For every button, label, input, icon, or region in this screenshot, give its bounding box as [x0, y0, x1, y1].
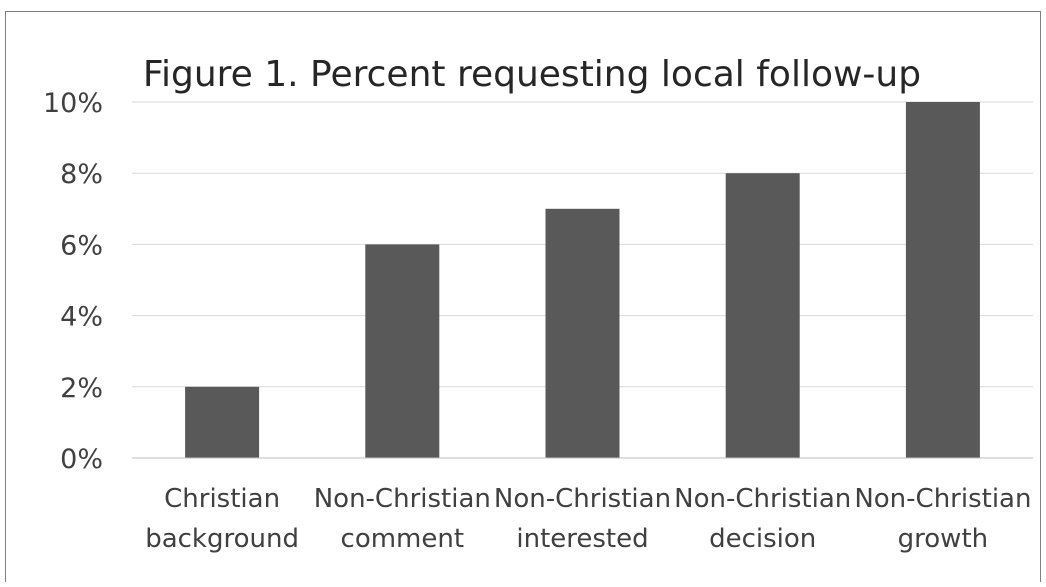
y-tick-label: 6% [60, 230, 103, 261]
x-tick-label: growth [898, 524, 988, 554]
chart-frame [5, 11, 1041, 583]
bar [545, 208, 620, 458]
y-tick-label: 10% [43, 88, 103, 119]
y-tick-label: 4% [60, 302, 103, 333]
x-tick-label: Non-Christian [494, 484, 671, 514]
y-tick-label: 0% [60, 444, 103, 475]
x-tick-label: Non-Christian [854, 484, 1031, 514]
x-axis-tick-labels: Christian background Non-Christian comment N… [145, 484, 1031, 554]
bar [185, 386, 260, 458]
x-tick-label: interested [516, 524, 648, 554]
y-tick-label: 2% [60, 373, 103, 404]
chart-title: Figure 1. Percent requesting local follo… [143, 54, 921, 95]
x-tick-label: Christian [164, 484, 280, 514]
x-tick-label: decision [709, 524, 816, 554]
bar [905, 102, 980, 458]
x-tick-label: Non-Christian [314, 484, 491, 514]
bar [365, 244, 440, 458]
bar [725, 173, 800, 458]
y-axis-tick-labels: 0% 2% 4% 6% 8% 10% [43, 88, 103, 475]
y-tick-label: 8% [60, 159, 103, 190]
x-tick-label: background [145, 524, 299, 554]
bars [185, 102, 980, 458]
x-tick-label: comment [341, 524, 465, 554]
x-tick-label: Non-Christian [674, 484, 851, 514]
